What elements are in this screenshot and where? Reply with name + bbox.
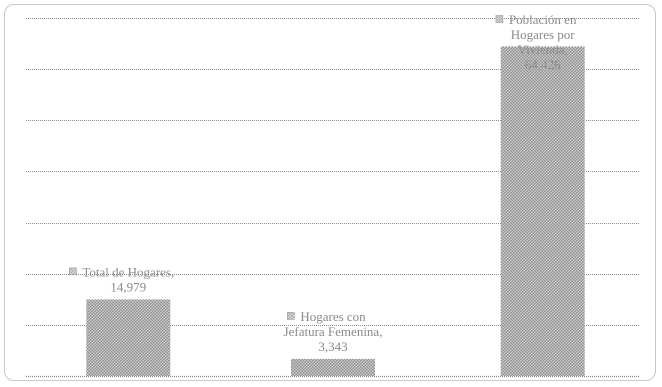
legend-key-1 [69, 267, 77, 276]
data-label-2-line-1: Hogares con [300, 309, 366, 324]
data-label-2-line-2: Jefatura Femenina, [284, 324, 383, 339]
data-label-2-line-3: 3,343 [318, 339, 347, 354]
data-label-1-line-2: 14,979 [110, 279, 146, 294]
legend-key-3 [495, 15, 504, 23]
data-labels: Total de Hogares,14,979 Hogares conJefatu… [69, 12, 577, 354]
data-label-3-line-2: Hogares por [511, 27, 576, 42]
bar-1 [86, 299, 171, 376]
data-label-3-line-1: Población en [509, 12, 577, 27]
data-label-3-line-4: 64,426 [525, 57, 561, 72]
bars [86, 46, 585, 376]
data-label-1-line-1: Total de Hogares, [82, 264, 174, 279]
legend-key-2 [286, 312, 295, 320]
bar-2 [291, 358, 375, 376]
data-label-3-line-3: Vivienda, [518, 42, 568, 57]
data-label-1: Total de Hogares,14,979 [69, 264, 174, 294]
bar-3 [500, 46, 585, 376]
